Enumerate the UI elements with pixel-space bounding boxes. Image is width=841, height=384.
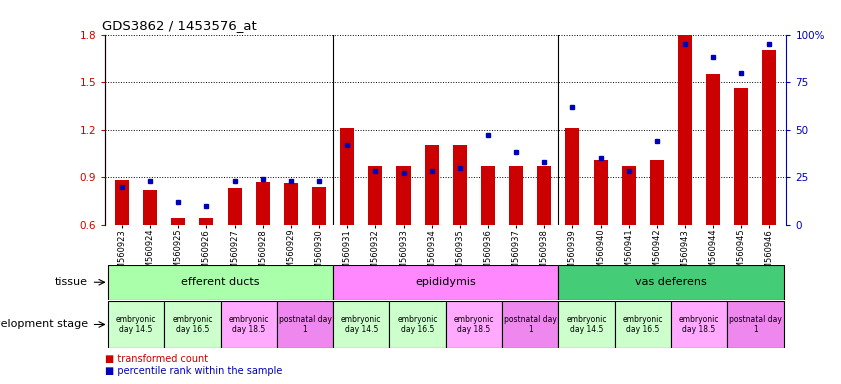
Bar	[172, 218, 185, 225]
Text: embryonic
day 18.5: embryonic day 18.5	[229, 315, 269, 334]
Text: ■ transformed count: ■ transformed count	[105, 354, 209, 364]
Bar	[452, 146, 467, 225]
Bar	[277, 301, 333, 348]
Bar	[220, 301, 277, 348]
Bar	[396, 166, 410, 225]
Bar	[558, 265, 784, 300]
Bar	[228, 188, 241, 225]
Text: postnatal day
1: postnatal day 1	[278, 315, 331, 334]
Bar	[509, 166, 523, 225]
Text: embryonic
day 14.5: embryonic day 14.5	[341, 315, 382, 334]
Bar	[312, 187, 326, 225]
Bar	[256, 182, 270, 225]
Text: embryonic
day 16.5: embryonic day 16.5	[172, 315, 213, 334]
Bar	[537, 166, 552, 225]
Bar	[333, 265, 558, 300]
Text: tissue: tissue	[56, 277, 88, 287]
Bar	[143, 190, 157, 225]
Bar	[621, 166, 636, 225]
Bar	[763, 50, 776, 225]
Text: embryonic
day 14.5: embryonic day 14.5	[116, 315, 156, 334]
Bar	[389, 301, 446, 348]
Text: embryonic
day 18.5: embryonic day 18.5	[679, 315, 719, 334]
Text: ■ percentile rank within the sample: ■ percentile rank within the sample	[105, 366, 283, 376]
Text: GDS3862 / 1453576_at: GDS3862 / 1453576_at	[102, 19, 257, 32]
Text: vas deferens: vas deferens	[635, 277, 706, 287]
Text: embryonic
day 16.5: embryonic day 16.5	[622, 315, 663, 334]
Text: postnatal day
1: postnatal day 1	[504, 315, 557, 334]
Bar	[565, 128, 579, 225]
Bar	[671, 301, 727, 348]
Bar	[734, 88, 748, 225]
Bar	[108, 265, 333, 300]
Text: epididymis: epididymis	[415, 277, 476, 287]
Bar	[115, 180, 129, 225]
Text: embryonic
day 14.5: embryonic day 14.5	[566, 315, 606, 334]
Bar	[678, 35, 692, 225]
Bar	[425, 146, 439, 225]
Bar	[164, 301, 220, 348]
Text: efferent ducts: efferent ducts	[182, 277, 260, 287]
Bar	[594, 160, 607, 225]
Text: postnatal day
1: postnatal day 1	[729, 315, 782, 334]
Bar	[108, 301, 164, 348]
Bar	[706, 74, 720, 225]
Text: embryonic
day 16.5: embryonic day 16.5	[397, 315, 438, 334]
Bar	[727, 301, 784, 348]
Bar	[199, 218, 214, 225]
Bar	[481, 166, 495, 225]
Bar	[446, 301, 502, 348]
Bar	[558, 301, 615, 348]
Bar	[615, 301, 671, 348]
Bar	[340, 128, 354, 225]
Text: development stage: development stage	[0, 319, 88, 329]
Bar	[650, 160, 664, 225]
Bar	[284, 184, 298, 225]
Text: embryonic
day 18.5: embryonic day 18.5	[453, 315, 495, 334]
Bar	[502, 301, 558, 348]
Bar	[368, 166, 383, 225]
Bar	[333, 301, 389, 348]
